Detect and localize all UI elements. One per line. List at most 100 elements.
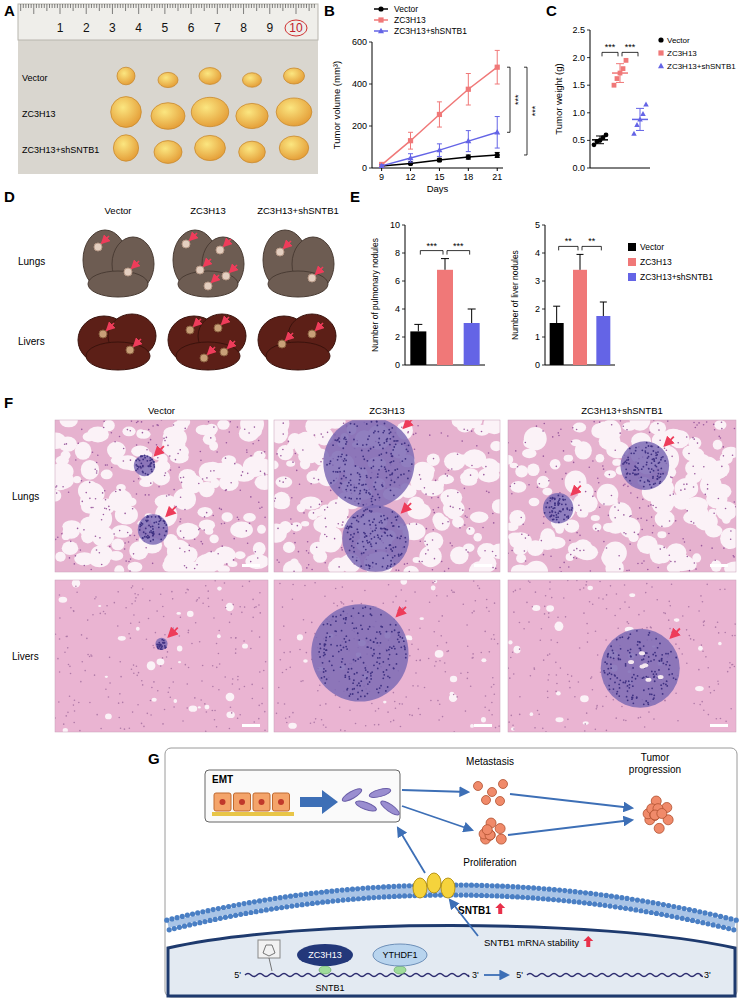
tumor-nucleus bbox=[165, 524, 167, 526]
tumor-nucleus bbox=[371, 538, 373, 540]
tumor-nucleus bbox=[145, 533, 147, 535]
tumor-nucleus bbox=[381, 528, 383, 530]
tissue-nucleus bbox=[264, 451, 266, 453]
legend-label: ZC3H13 bbox=[394, 15, 426, 25]
ruler-tick bbox=[246, 4, 247, 8]
tumor-nucleus bbox=[375, 542, 377, 544]
tissue-nucleus bbox=[542, 430, 544, 432]
tumor-nucleus bbox=[387, 565, 389, 567]
tumor-nucleus bbox=[354, 423, 356, 425]
tumor bbox=[191, 97, 228, 126]
tumor-nucleus bbox=[349, 431, 351, 433]
x-axis bbox=[372, 168, 503, 169]
tumor-nucleus bbox=[373, 432, 375, 434]
tissue-nucleus bbox=[247, 473, 249, 475]
tissue-nucleus bbox=[213, 426, 215, 428]
tumor-nucleus bbox=[379, 444, 381, 446]
tissue-nucleus bbox=[109, 509, 111, 511]
tissue-nucleus bbox=[557, 432, 559, 434]
tumor bbox=[276, 98, 312, 126]
tissue-nucleus bbox=[664, 448, 666, 450]
tissue-nucleus bbox=[614, 506, 616, 508]
tissue-nucleus bbox=[492, 513, 494, 515]
ruler-tick bbox=[70, 4, 71, 8]
tissue-nucleus bbox=[701, 545, 703, 547]
tissue-space bbox=[253, 451, 265, 461]
tissue-nucleus bbox=[524, 550, 526, 552]
tissue-space bbox=[705, 525, 722, 538]
error-bar bbox=[408, 154, 413, 162]
tissue-nucleus bbox=[448, 568, 450, 570]
tissue-space bbox=[335, 522, 345, 529]
pointer-arrow bbox=[224, 239, 231, 246]
tissue-nucleus bbox=[219, 508, 221, 510]
point bbox=[436, 147, 442, 152]
tumor-nucleus bbox=[383, 442, 385, 444]
tumor-nucleus bbox=[562, 495, 564, 497]
tissue-space bbox=[115, 505, 138, 524]
tumor-nucleus bbox=[401, 443, 403, 445]
tissue-space bbox=[477, 543, 497, 559]
tissue-nucleus bbox=[246, 451, 248, 453]
row-label: Livers bbox=[12, 651, 39, 662]
tissue-nucleus bbox=[495, 568, 497, 570]
tissue-nucleus bbox=[684, 541, 686, 543]
y-tick-label: 600 bbox=[352, 37, 367, 47]
ruler-tick bbox=[31, 4, 32, 8]
tissue-nucleus bbox=[674, 561, 676, 563]
tumor bbox=[195, 135, 226, 160]
ruler-number: 9 bbox=[266, 21, 273, 35]
significance-bracket bbox=[420, 251, 443, 255]
tissue-nucleus bbox=[707, 484, 709, 486]
tumor-nucleus bbox=[148, 537, 150, 539]
tissue-space bbox=[89, 507, 112, 531]
tissue-nucleus bbox=[484, 550, 486, 552]
tissue-space bbox=[239, 425, 259, 442]
y-tick bbox=[369, 84, 372, 85]
tissue-nucleus bbox=[258, 501, 260, 503]
tissue-nucleus bbox=[81, 501, 83, 503]
tissue-nucleus bbox=[558, 435, 560, 437]
tumor-nucleus bbox=[329, 463, 331, 465]
tumor bbox=[113, 135, 138, 161]
tumor-nucleus bbox=[562, 498, 564, 500]
tumor-nucleus bbox=[393, 446, 395, 448]
tumor-nucleus bbox=[391, 550, 393, 552]
ruler-tick bbox=[107, 4, 108, 8]
tissue-nucleus bbox=[599, 421, 601, 423]
row-label: ZC3H13 bbox=[22, 109, 56, 119]
tumor-nucleus bbox=[151, 459, 153, 461]
tumor-nucleus bbox=[152, 539, 154, 541]
tissue-nucleus bbox=[424, 540, 426, 542]
tumor-nucleus bbox=[557, 504, 559, 506]
tissue-nucleus bbox=[688, 453, 690, 455]
tumor-nucleus bbox=[360, 468, 362, 470]
tissue-space bbox=[427, 453, 440, 466]
tissue-nucleus bbox=[641, 562, 643, 564]
tissue-nucleus bbox=[602, 465, 604, 467]
tissue-nucleus bbox=[85, 492, 87, 494]
ruler-tick bbox=[288, 4, 289, 8]
tissue-nucleus bbox=[200, 451, 202, 453]
tumor-nucleus bbox=[337, 471, 339, 473]
legend-marker bbox=[658, 37, 663, 42]
tumor-nucleus bbox=[406, 449, 408, 451]
legend-label: Vector bbox=[667, 36, 690, 45]
tissue-nucleus bbox=[525, 442, 527, 444]
tissue-nucleus bbox=[481, 431, 483, 433]
tissue-nucleus bbox=[302, 449, 304, 451]
tissue-space bbox=[204, 559, 212, 567]
y-tick bbox=[587, 85, 590, 86]
tissue-nucleus bbox=[734, 428, 736, 430]
tissue-nucleus bbox=[80, 549, 82, 551]
tissue-nucleus bbox=[260, 471, 262, 473]
tissue-nucleus bbox=[226, 563, 228, 565]
tissue-nucleus bbox=[493, 522, 495, 524]
tumor-nucleus bbox=[153, 464, 155, 466]
tissue-nucleus bbox=[129, 570, 131, 572]
tumor-nucleus bbox=[554, 498, 556, 500]
tumor-nucleus bbox=[390, 489, 392, 491]
tissue-nucleus bbox=[114, 441, 116, 443]
tumor-nucleus bbox=[551, 510, 553, 512]
tumor-nucleus bbox=[371, 467, 373, 469]
